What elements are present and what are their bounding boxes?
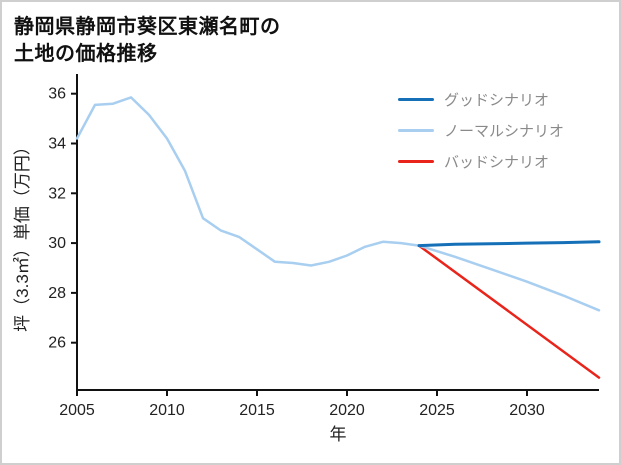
good-scenario-line [417,240,601,248]
good-scenario-line-swatch [398,98,434,101]
y-tick-label: 28 [48,285,66,302]
y-tick-label: 34 [48,135,66,152]
y-axis-title: 坪（3.3㎡）単価（万円） [13,138,32,332]
bad-scenario-line [417,244,601,379]
x-tick-label: 2020 [329,402,365,419]
legend-label-normal-scenario: ノーマルシナリオ [444,123,565,140]
legend-item-bad-scenario: バッドシナリオ [398,151,564,172]
legend-label-bad-scenario: バッドシナリオ [444,154,550,171]
x-axis-title: 年 [330,425,347,444]
y-tick-label: 32 [48,185,66,202]
x-tick-label: 2025 [419,402,455,419]
legend-item-good-scenario: グッドシナリオ [398,89,564,110]
page-title-line2: 土地の価格推移 [14,43,158,65]
bad-scenario-line-swatch [398,160,434,163]
x-tick-label: 2030 [509,402,545,419]
y-tick-label: 36 [48,86,66,103]
y-tick-label: 30 [48,235,66,252]
legend-item-normal-scenario: ノーマルシナリオ [398,120,564,141]
x-tick-label: 2010 [149,402,185,419]
page-title-line1: 静岡県静岡市葵区東瀬名町の [14,16,281,38]
x-tick-label: 2015 [239,402,275,419]
normal-scenario-line [75,96,601,312]
price-trend-line-chart: 2005 2010 2015 2020 2025 2030 26 28 30 32 34 36 年 坪（3… [13,74,601,444]
normal-scenario-line-swatch [398,129,434,132]
y-tick-label: 26 [48,335,66,352]
x-tick-label: 2005 [59,402,95,419]
page-title: 静岡県静岡市葵区東瀬名町の 土地の価格推移 [2,2,619,68]
legend-label-good-scenario: グッドシナリオ [444,92,550,109]
chart-legend: グッドシナリオ ノーマルシナリオ バッドシナリオ [398,89,564,172]
